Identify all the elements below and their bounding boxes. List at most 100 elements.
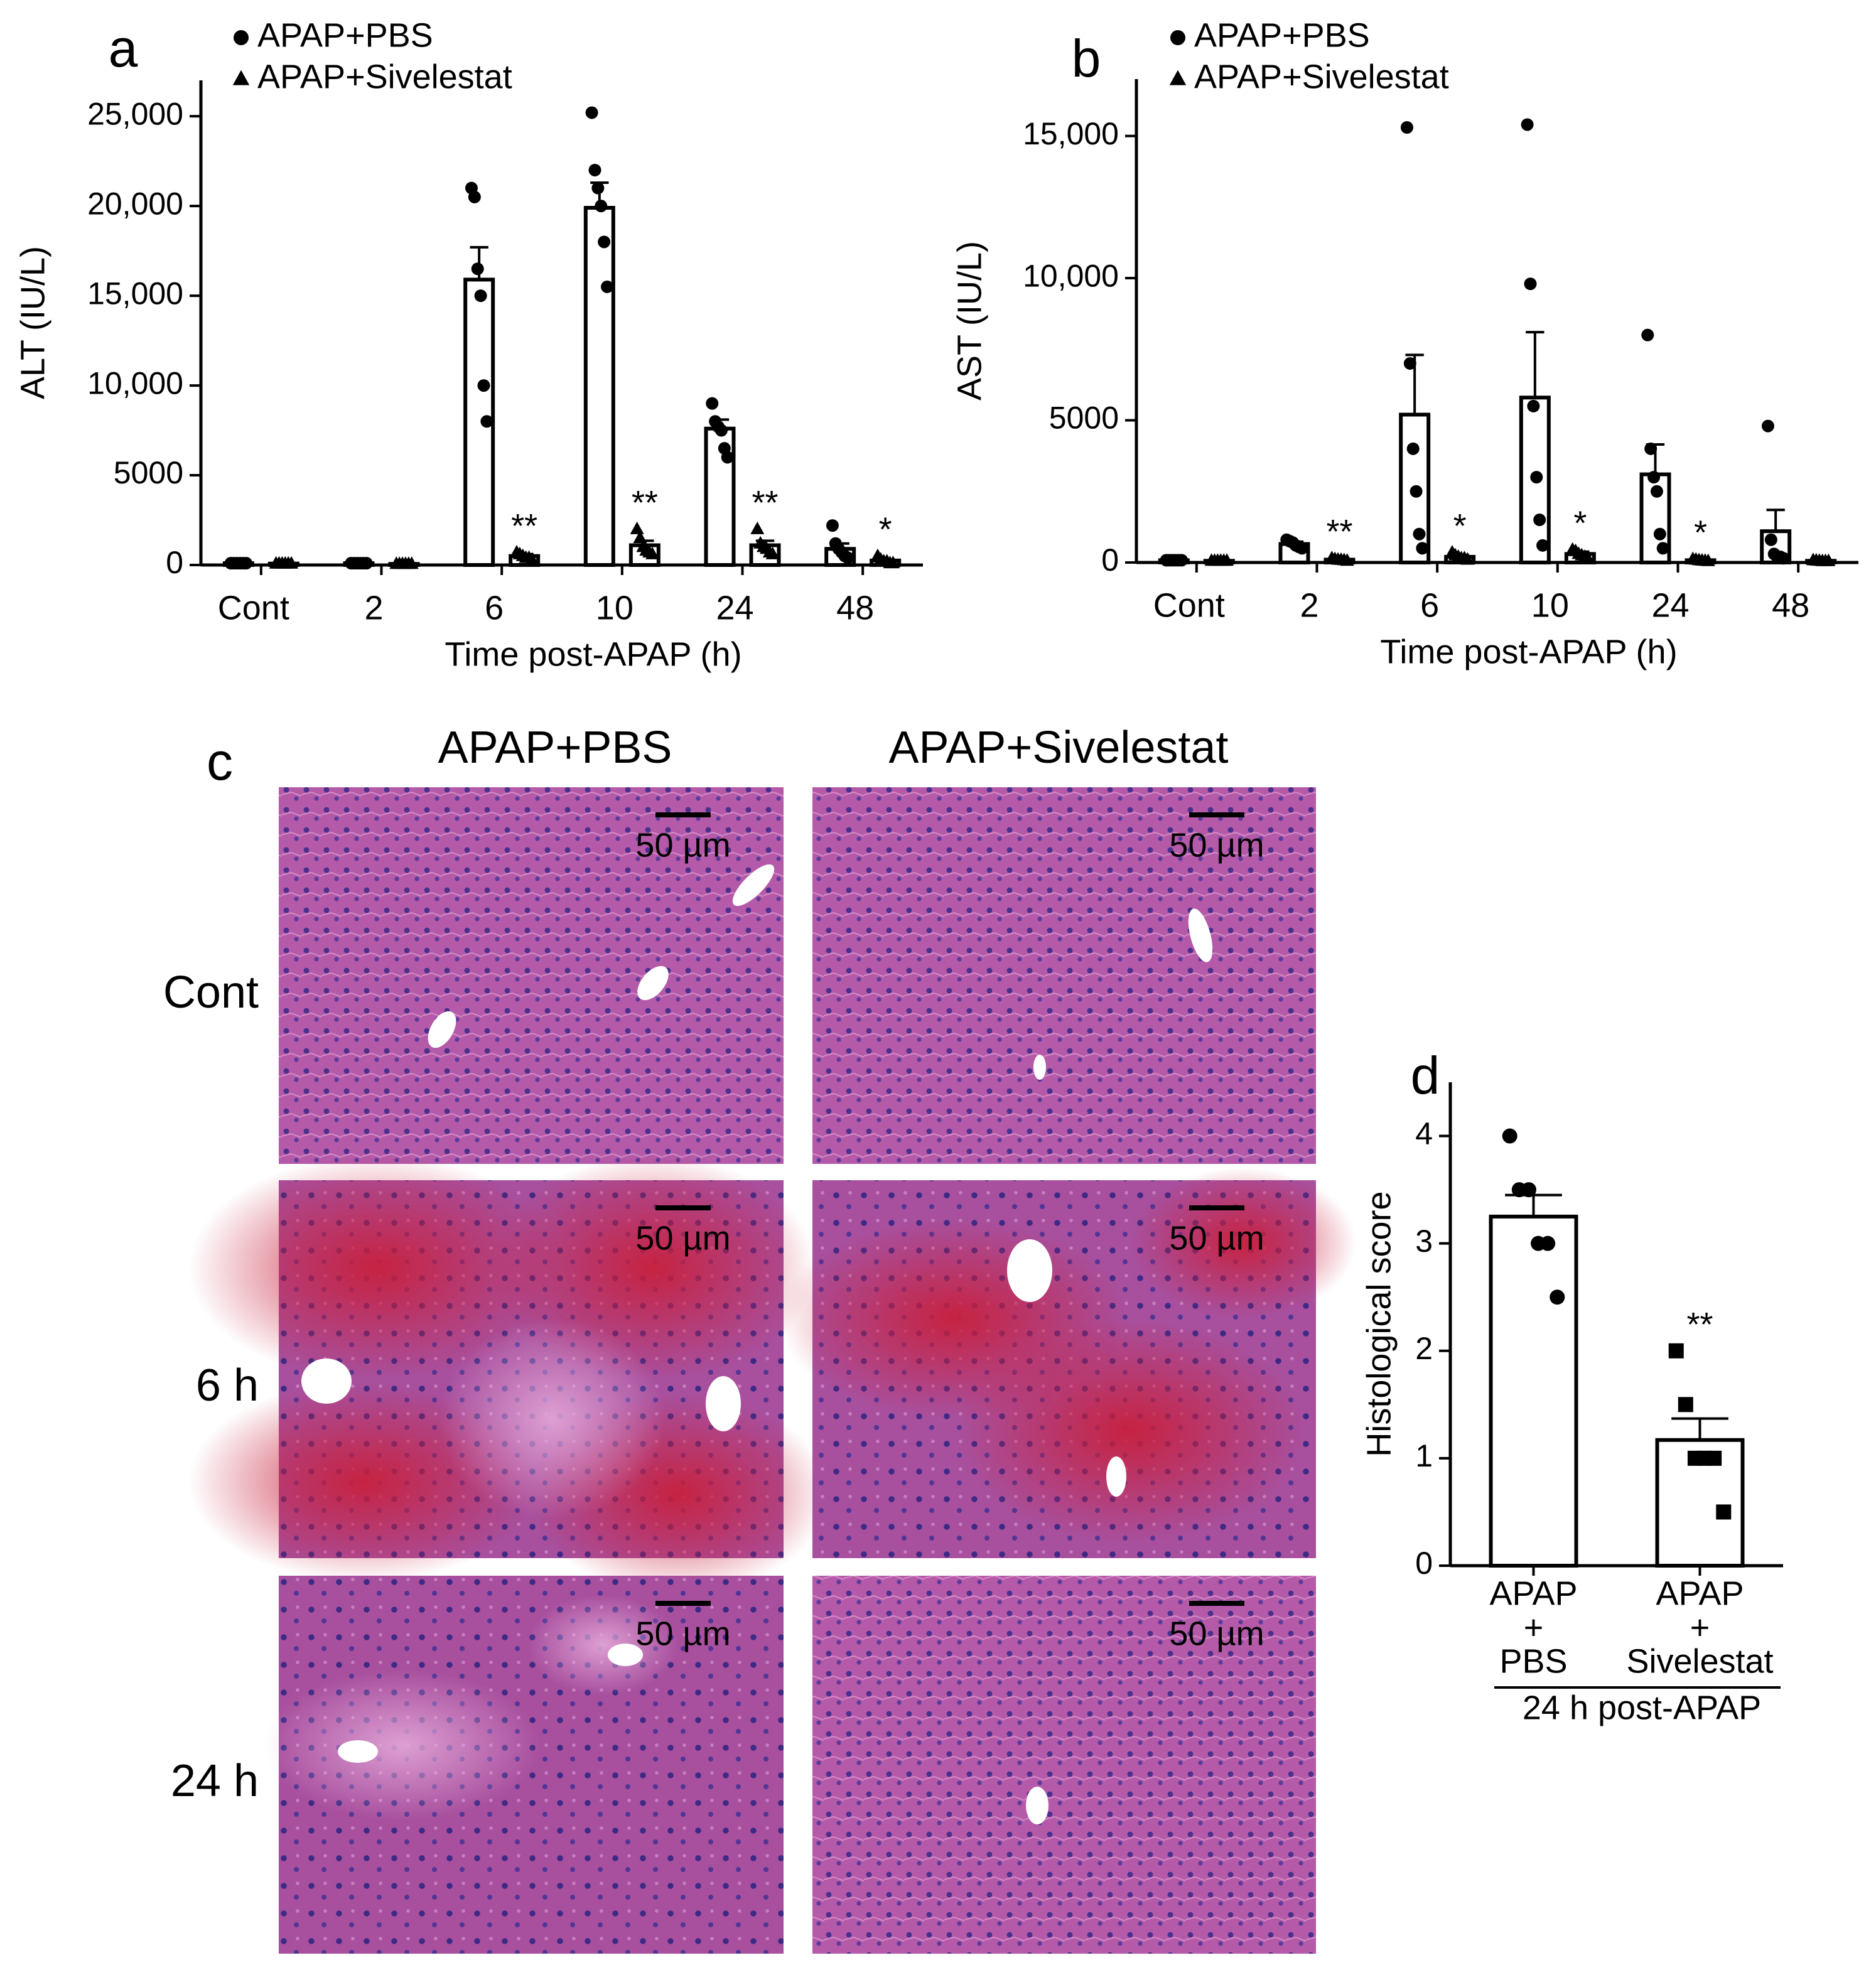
row-label: 24 h xyxy=(171,1756,259,1806)
data-point xyxy=(1530,471,1543,484)
x-tick-label: Sivelestat xyxy=(1626,1642,1773,1680)
error-bar xyxy=(349,561,369,564)
significance-label: ** xyxy=(752,484,778,522)
y-tick-label: 15,000 xyxy=(87,276,183,311)
data-point xyxy=(826,519,839,532)
micrograph xyxy=(279,787,784,1164)
legend-label: APAP+PBS xyxy=(257,16,433,54)
scale-bar-label: 50 µm xyxy=(1169,1615,1264,1652)
error-bar xyxy=(1571,550,1590,554)
data-point xyxy=(598,235,611,249)
data-point xyxy=(1410,485,1423,498)
error-bar xyxy=(1505,1193,1562,1217)
data-point xyxy=(468,190,481,203)
histology-panel xyxy=(188,787,1356,1954)
x-tick-label: APAP xyxy=(1489,1574,1577,1612)
data-point xyxy=(1777,552,1790,565)
significance-label: ** xyxy=(632,484,658,522)
scale-bar-label: 50 µm xyxy=(635,1219,730,1257)
x-tick-label: 10 xyxy=(596,589,633,627)
legend-marker xyxy=(232,70,250,85)
error-bar xyxy=(1526,331,1544,398)
significance-label: * xyxy=(1573,505,1587,542)
error-bar xyxy=(1450,554,1469,557)
data-point xyxy=(1540,1235,1556,1251)
x-axis-label: Time post-APAP (h) xyxy=(1380,633,1677,670)
error-bar xyxy=(1285,540,1304,544)
scale-bar-label: 50 µm xyxy=(1169,826,1264,864)
y-axis-label: ALT (IU/L) xyxy=(14,246,51,399)
significance-label: ** xyxy=(1686,1306,1713,1343)
x-tick-label: 2 xyxy=(1300,586,1318,624)
data-point xyxy=(1521,1182,1536,1198)
column-header: APAP+Sivelestat xyxy=(889,723,1229,773)
data-point xyxy=(1527,399,1540,412)
error-bar xyxy=(831,542,849,549)
data-point xyxy=(591,181,605,195)
micrograph xyxy=(812,787,1316,1164)
data-point xyxy=(750,521,765,534)
data-point xyxy=(1678,1397,1693,1413)
data-point xyxy=(1716,1504,1732,1520)
data-point xyxy=(1550,1289,1565,1305)
data-point xyxy=(1656,542,1669,555)
data-point xyxy=(1416,542,1429,555)
error-bar xyxy=(1330,557,1349,561)
significance-label: * xyxy=(1453,507,1467,545)
x-tick-label: Cont xyxy=(1153,586,1225,624)
data-point xyxy=(525,552,539,565)
data-point xyxy=(1400,121,1413,134)
panel-letter: b xyxy=(1072,29,1101,88)
data-point xyxy=(471,262,484,276)
row-label: 6 h xyxy=(196,1360,259,1411)
x-tick-label: 48 xyxy=(1772,586,1809,624)
significance-label: * xyxy=(1694,514,1707,552)
x-tick-label: 24 xyxy=(716,589,753,627)
y-tick-label: 1 xyxy=(1415,1438,1433,1473)
error-bar xyxy=(1671,1417,1728,1440)
x-tick-label: Cont xyxy=(218,589,289,627)
data-point xyxy=(601,280,614,293)
data-point xyxy=(1581,551,1595,564)
error-bar xyxy=(1646,443,1665,475)
y-tick-label: 10,000 xyxy=(1023,258,1119,293)
error-bar xyxy=(710,418,730,429)
y-tick-label: 0 xyxy=(1415,1546,1433,1581)
data-point xyxy=(1295,542,1308,555)
data-point xyxy=(630,521,644,534)
x-tick-label: APAP xyxy=(1656,1574,1744,1612)
scale-bar-label: 50 µm xyxy=(635,826,730,864)
error-bar xyxy=(590,181,609,208)
data-point xyxy=(886,556,900,569)
data-point xyxy=(841,551,854,564)
data-point xyxy=(477,379,490,392)
data-point xyxy=(765,546,780,559)
y-tick-label: 15,000 xyxy=(1023,116,1119,151)
y-tick-label: 10,000 xyxy=(87,365,183,401)
error-bar xyxy=(470,245,488,280)
x-tick-label: PBS xyxy=(1499,1642,1567,1680)
x-tick-label: 48 xyxy=(836,589,874,627)
y-tick-label: 4 xyxy=(1415,1116,1433,1151)
row-label: Cont xyxy=(163,967,259,1018)
significance-label: * xyxy=(879,511,892,549)
data-point xyxy=(1536,539,1550,552)
data-point xyxy=(585,106,598,119)
scale-bar-label: 50 µm xyxy=(1169,1219,1264,1257)
data-point xyxy=(721,451,734,464)
data-point xyxy=(588,163,601,176)
legend-marker xyxy=(1169,70,1187,85)
data-point xyxy=(706,397,719,410)
error-bar xyxy=(1691,558,1710,561)
significance-label: ** xyxy=(1326,513,1352,551)
scale-bar-label: 50 µm xyxy=(635,1615,730,1652)
x-tick-label: 6 xyxy=(1420,586,1439,624)
data-point xyxy=(1761,419,1774,433)
data-point xyxy=(1668,1343,1684,1359)
y-tick-label: 5000 xyxy=(114,455,183,490)
data-point xyxy=(1521,118,1534,131)
x-axis-label: 24 h post-APAP xyxy=(1523,1689,1761,1726)
y-tick-label: 0 xyxy=(166,545,183,580)
x-tick-label: 10 xyxy=(1531,586,1569,624)
